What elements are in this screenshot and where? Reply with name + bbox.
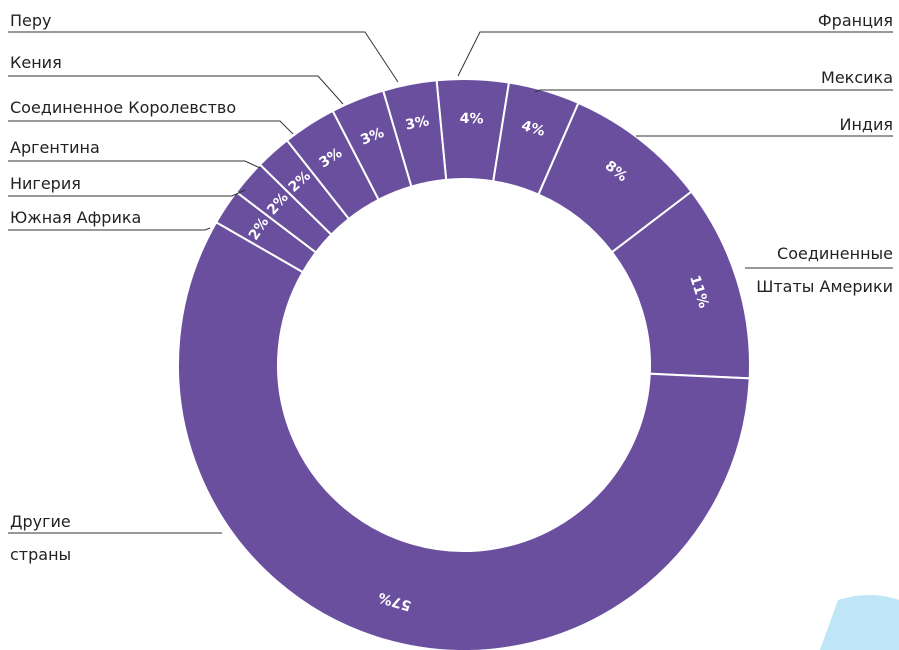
leader-line [8,75,344,105]
leader-line [8,227,211,231]
leader-line [457,31,893,77]
category-label: Кения [10,53,62,72]
donut-segment [381,79,448,188]
category-label: Соединенное Королевство [10,98,237,117]
value-label: 4% [519,118,546,140]
leader-line [8,160,261,169]
category-label: Перу [10,11,52,30]
leader-line [8,31,399,83]
category-label: Франция [817,11,893,30]
category-label: Другие страны [10,512,72,564]
leader-line [8,189,246,197]
category-label: Нигерия [10,174,81,193]
decoration [820,595,899,650]
donut-segment [177,220,751,650]
category-label: Южная Африка [10,208,142,227]
leader-line [8,120,294,135]
category-label: Соединенные Штаты Америки [756,244,893,296]
leader-line [534,89,893,93]
category-label: Индия [839,115,893,134]
category-label: Аргентина [10,138,100,157]
value-label: 4% [459,111,483,128]
value-label: 3% [404,113,430,133]
category-label: Мексика [821,68,893,87]
